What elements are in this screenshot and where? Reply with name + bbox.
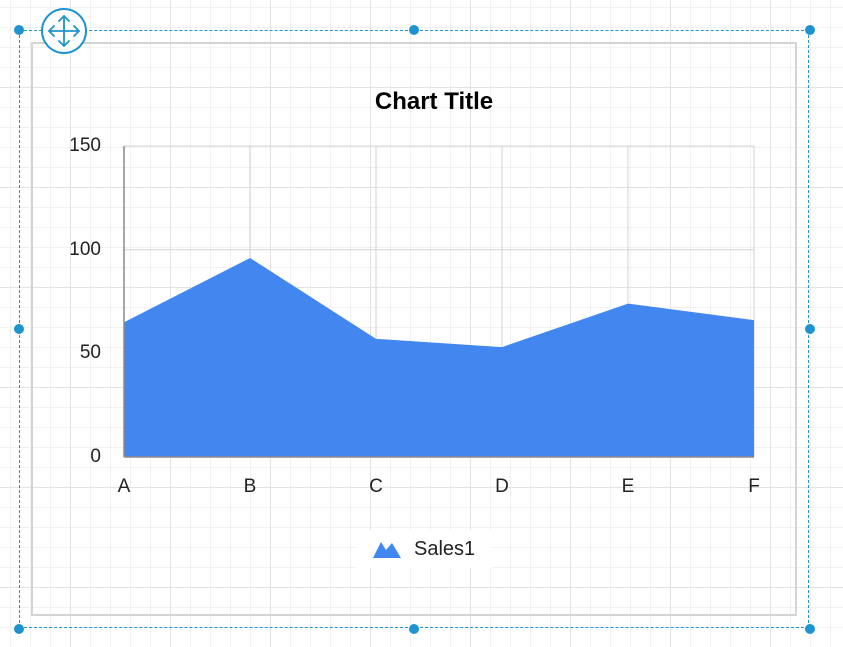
x-tick-label: A <box>117 476 131 497</box>
resize-handle-left[interactable] <box>14 324 24 334</box>
legend-label: Sales1 <box>414 537 476 560</box>
legend[interactable]: Sales1 <box>356 530 492 568</box>
move-handle[interactable] <box>41 8 87 54</box>
y-tick-label: 0 <box>90 446 101 467</box>
resize-handle-top-left[interactable] <box>14 25 24 35</box>
x-tick-label: D <box>495 476 509 497</box>
move-arrows-icon <box>48 15 80 47</box>
x-tick-label: F <box>748 476 760 497</box>
chart-title: Chart Title <box>374 88 494 115</box>
resize-handle-top-right[interactable] <box>805 25 815 35</box>
resize-handle-bottom[interactable] <box>409 624 419 634</box>
resize-handle-top[interactable] <box>409 25 419 35</box>
y-tick-label: 150 <box>69 135 101 156</box>
resize-handle-bottom-right[interactable] <box>805 624 815 634</box>
y-tick-label: 100 <box>69 238 101 260</box>
resize-handle-bottom-left[interactable] <box>14 624 24 634</box>
chart-area-border <box>31 42 797 616</box>
resize-handle-right[interactable] <box>805 324 815 334</box>
x-tick-label: B <box>243 476 257 497</box>
x-tick-label: E <box>621 476 635 497</box>
y-tick-label: 50 <box>79 342 101 364</box>
x-tick-label: C <box>369 476 383 497</box>
area-series-sales1 <box>124 257 754 457</box>
area-series-icon <box>373 542 401 558</box>
